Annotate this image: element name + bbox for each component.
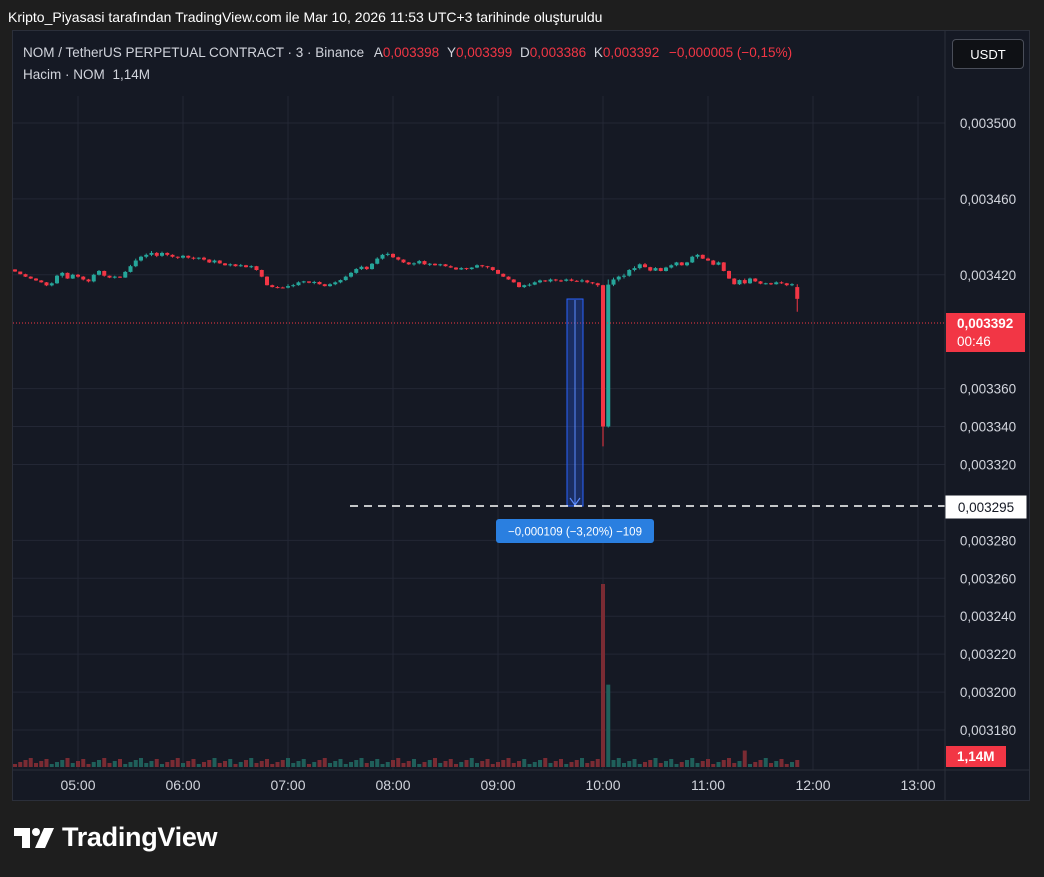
ohlc-legend: NOM / TetherUS PERPETUAL CONTRACT · 3 · … bbox=[23, 45, 792, 60]
brand-name: TradingView bbox=[62, 822, 218, 852]
tradingview-logo-icon bbox=[14, 827, 54, 848]
chart-panel[interactable]: NOM / TetherUS PERPETUAL CONTRACT · 3 · … bbox=[12, 30, 1030, 801]
open-value: 0,003398 bbox=[382, 45, 440, 60]
high-value: 0,003399 bbox=[455, 45, 513, 60]
volume-legend-value: 1,14M bbox=[112, 67, 151, 82]
open-key: A bbox=[373, 45, 383, 60]
tradingview-brand: TradingView bbox=[14, 822, 218, 853]
volume-legend: Hacim · NOM 1,14M bbox=[23, 67, 150, 82]
symbol-label[interactable]: NOM / TetherUS PERPETUAL CONTRACT · 3 · … bbox=[23, 45, 365, 60]
currency-button[interactable]: USDT bbox=[952, 39, 1024, 69]
low-value: 0,003386 bbox=[529, 45, 587, 60]
volume-legend-label: Hacim · NOM bbox=[23, 67, 105, 82]
high-key: Y bbox=[446, 45, 456, 60]
chart-caption: Kripto_Piyasasi tarafından TradingView.c… bbox=[8, 9, 603, 25]
close-value: 0,003392 bbox=[602, 45, 660, 60]
close-key: K bbox=[593, 45, 603, 60]
change-value: −0,000005 (−0,15%) bbox=[668, 45, 793, 60]
low-key: D bbox=[520, 45, 530, 60]
